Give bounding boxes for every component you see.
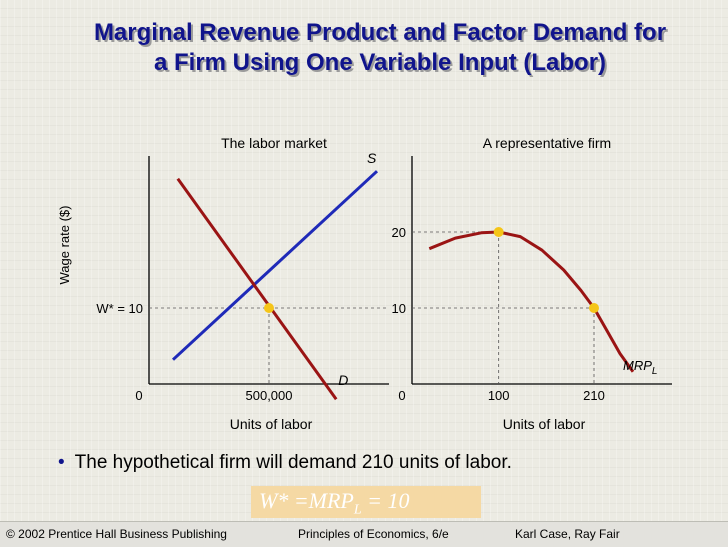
formula-box: W* =MRPL = 10 [251, 486, 481, 518]
chart1-title: The labor market [221, 135, 327, 151]
chart1-equilibrium-point [264, 303, 274, 313]
formula-left: W* =MRP [259, 488, 354, 513]
chart2-x-tick-label-1: 210 [583, 388, 605, 403]
chart1-supply-label: S [367, 150, 377, 166]
footer-book: Principles of Economics, 6/e [298, 527, 449, 541]
formula-sub: L [353, 502, 362, 518]
footer-authors: Karl Case, Ray Fair [515, 527, 620, 541]
chart1-supply-curve [171, 170, 379, 361]
chart1-demand-curve [176, 177, 338, 401]
title-line-2: a Firm Using One Variable Input (Labor) [153, 49, 607, 76]
chart2-y-tick-label-0: 20 [392, 225, 406, 240]
chart2-mrp-label: MRPL [623, 358, 657, 377]
chart2-title: A representative firm [483, 135, 611, 151]
chart2-origin-label: 0 [398, 388, 405, 403]
bullet-point: • The hypothetical firm will demand 210 u… [58, 452, 512, 474]
chart2-marked-point-0 [493, 227, 504, 237]
title-line-1: Marginal Revenue Product and Factor Dema… [93, 19, 667, 46]
chart2-x-axis-label: Units of labor [503, 416, 586, 432]
chart1-y-axis-label: Wage rate ($) [57, 206, 72, 285]
bullet-text: The hypothetical firm will demand 210 un… [74, 452, 512, 473]
footer-bar: © 2002 Prentice Hall Business Publishing… [0, 521, 728, 547]
slide-title: Marginal Revenue Product and Factor Dema… [40, 18, 720, 78]
chart2-mrp-label-sub: L [652, 366, 658, 377]
footer-copyright: © 2002 Prentice Hall Business Publishing [6, 527, 227, 541]
chart2-x-tick-label-0: 100 [488, 388, 510, 403]
chart1-demand-label: D [338, 372, 348, 388]
chart1-x-tick-label-0: 500,000 [246, 388, 293, 403]
chart1-origin-label: 0 [135, 388, 142, 403]
chart2-mrp-curve [428, 230, 635, 373]
formula-right: = 10 [361, 488, 410, 513]
chart1-x-axis-label: Units of labor [230, 416, 313, 432]
chart2-marked-point-1 [589, 303, 599, 313]
chart2-y-tick-label-1: 10 [392, 301, 406, 316]
chart1-y-tick-label-0: W* = 10 [96, 301, 143, 316]
bullet-dot-icon: • [58, 452, 65, 473]
